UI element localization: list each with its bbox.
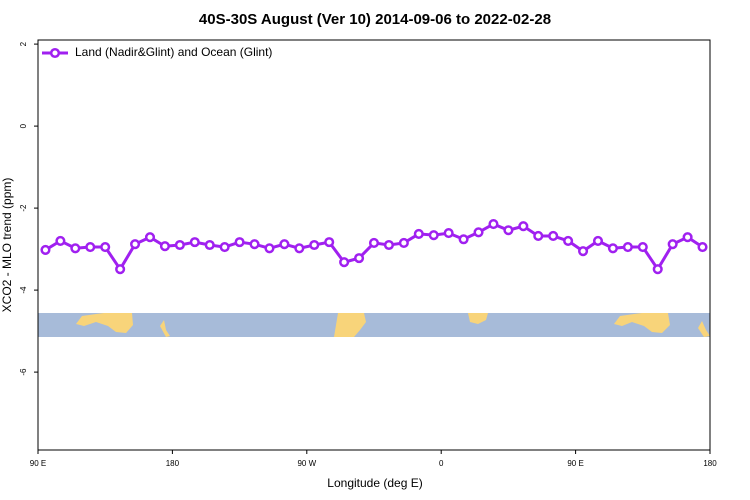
- x-tick-label: 0: [439, 459, 444, 468]
- data-point: [324, 237, 335, 248]
- data-point: [443, 228, 454, 239]
- data-point: [578, 246, 589, 257]
- data-point: [488, 219, 499, 230]
- data-point: [667, 239, 678, 250]
- data-point: [637, 242, 648, 253]
- data-point: [622, 242, 633, 253]
- legend-label: Land (Nadir&Glint) and Ocean (Glint): [75, 45, 272, 59]
- data-point: [115, 264, 126, 275]
- data-point: [70, 243, 81, 254]
- x-tick-label: 90 E: [30, 459, 46, 468]
- data-point: [473, 227, 484, 238]
- data-point: [130, 239, 141, 250]
- data-point: [40, 244, 51, 255]
- data-point: [204, 239, 215, 251]
- chart-title: 40S-30S August (Ver 10) 2014-09-06 to 20…: [199, 11, 551, 28]
- data-point: [592, 235, 604, 246]
- data-point: [383, 239, 394, 251]
- y-tick-label: -6: [19, 368, 28, 376]
- data-point: [503, 225, 514, 236]
- data-point: [354, 253, 365, 264]
- x-tick-label: 180: [703, 459, 717, 468]
- data-point: [219, 242, 230, 253]
- data-point: [652, 264, 663, 275]
- data-point: [309, 239, 320, 251]
- y-tick-label: -4: [19, 286, 28, 294]
- data-point: [234, 237, 245, 248]
- data-point: [264, 243, 275, 254]
- data-point: [189, 237, 200, 248]
- data-point: [249, 239, 260, 250]
- data-point: [85, 242, 96, 253]
- data-point: [174, 239, 185, 251]
- data-point: [697, 242, 708, 253]
- x-axis-label: Longitude (deg E): [327, 476, 422, 490]
- plot-frame: [37, 39, 711, 451]
- data-point: [100, 242, 111, 253]
- data-point: [144, 232, 156, 243]
- x-tick-label: 90 E: [567, 459, 583, 468]
- y-axis-label: XCO2 - MLO trend (ppm): [0, 178, 14, 313]
- data-point: [563, 235, 574, 246]
- y-tick-label: -2: [19, 204, 28, 212]
- y-tick-label: 2: [19, 41, 28, 46]
- data-point: [607, 243, 618, 254]
- x-tick-label: 90 W: [297, 459, 316, 468]
- data-point: [458, 234, 469, 245]
- data-point: [294, 243, 305, 254]
- data-point: [428, 230, 439, 241]
- data-point: [279, 239, 290, 250]
- data-point: [159, 241, 170, 252]
- map-strip: [38, 313, 710, 337]
- x-tick-label: 180: [166, 459, 180, 468]
- data-point: [55, 235, 66, 246]
- data-point: [368, 237, 380, 248]
- data-point: [682, 232, 693, 243]
- y-tick-label: 0: [19, 123, 28, 128]
- data-point: [533, 230, 544, 242]
- data-point: [518, 221, 529, 232]
- data-point: [339, 257, 350, 268]
- data-point: [413, 228, 424, 239]
- data-point: [398, 237, 409, 248]
- data-point: [548, 230, 559, 242]
- legend-marker: [49, 47, 61, 59]
